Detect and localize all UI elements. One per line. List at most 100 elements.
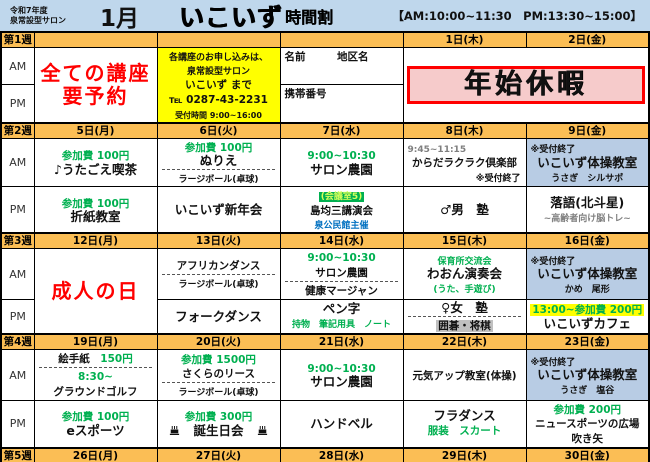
schedule-line: 服装 スカート — [405, 423, 525, 438]
text-segment: フォークダンス — [175, 308, 262, 324]
schedule-line: うさぎ シルサポ — [528, 170, 648, 184]
schedule-line: 9:00~10:30 — [282, 250, 402, 265]
text-segment: 参加費 300円 — [184, 410, 253, 423]
text-segment: いこいずカフェ — [543, 315, 631, 331]
am-row-label: AM — [0, 46, 35, 86]
schedule-line: ♀女 塾 — [405, 300, 525, 315]
cell-content: ペン字 持物 筆記用具 ノート — [281, 300, 403, 334]
schedule-line: 島均三講演会 — [282, 203, 402, 218]
week-label: 第3週 — [0, 232, 35, 250]
schedule-line: 8:30~ — [36, 369, 156, 384]
cell-content: 全ての講座 要予約 — [35, 48, 157, 122]
text-segment: 9:45~11:15 — [407, 145, 467, 156]
schedule-line: 折紙教室 — [36, 210, 156, 224]
timetable-grid: 第1週 1日(木) 2日(金) AM 全ての講座 要予約 各講座のお申し込みは、 泉常設型サロ… — [0, 31, 650, 462]
schedule-line: 携帯番号 — [282, 86, 402, 101]
text-segment: 参加費 200円 — [553, 403, 622, 416]
timetable-body: 第1週 1日(木) 2日(金) AM 全ての講座 要予約 各講座のお申し込みは、 泉常設型サロ… — [0, 31, 650, 462]
text-segment: ℡ 0287-43-2231 — [169, 93, 268, 106]
header-left: 令和7年度 泉常設型サロン — [10, 6, 66, 26]
hours-label: 【AM:10:00~11:30 PM:13:30~15:00】 — [392, 8, 642, 23]
text-segment: 島均三講演会 — [310, 204, 373, 217]
schedule-line: 参加費 100円 — [36, 148, 156, 163]
schedule-line: (うた、手遊び) — [405, 281, 525, 295]
week-label: 第1週 — [0, 31, 35, 48]
schedule-cell: (会議室5) 島均三講演会 泉公民館主催 — [279, 186, 404, 234]
pm-row-label: PM — [0, 399, 35, 449]
schedule-line: (会議室5) — [282, 188, 402, 203]
date-cell: 2日(金) — [525, 31, 650, 48]
date-cell: 15日(木) — [402, 232, 527, 250]
schedule-line: ラージボール(卓球) — [159, 384, 279, 398]
am-row-label: AM — [0, 349, 35, 401]
date-cell: 6日(火) — [156, 121, 281, 139]
schedule-cell: 参加費 100円 折紙教室 — [33, 186, 158, 234]
text-segment: アフリカンダンス — [176, 260, 261, 273]
text-segment: ハンドベル — [310, 415, 373, 431]
dashed-divider — [162, 382, 275, 384]
pm-row-label: PM — [0, 186, 35, 234]
schedule-cell: 参加費 100円 eスポーツ — [33, 399, 158, 449]
schedule-line: アフリカンダンス — [159, 258, 279, 273]
schedule-line: いこいず体操教室 — [528, 368, 648, 382]
dashed-divider — [285, 280, 398, 282]
cell-content: フラダンス 服装 スカート — [404, 401, 526, 447]
text-segment: 携帯番号 — [284, 88, 327, 101]
cell-content: 参加費 100円 折紙教室 — [35, 187, 157, 232]
cell-content: ハンドベル — [281, 401, 403, 447]
schedule-line: 成人の日 — [36, 280, 156, 302]
text-segment: ラージボール(卓球) — [178, 388, 259, 399]
month-label: 1月 — [100, 5, 140, 32]
schedule-line: 9:00~10:30 — [282, 148, 402, 163]
schedule-line: さくらのリース — [159, 366, 279, 381]
cell-content: 各講座のお申し込みは、 泉常設型サロン いこいず まで ℡ 0287-43-2231 受… — [157, 48, 280, 122]
week-label: 第5週 — [0, 446, 35, 462]
text-segment: 9:00~10:30 — [307, 150, 376, 163]
text-segment: わおん演奏会 — [426, 266, 502, 282]
cell-content: 9:00~10:30 サロン農園 — [281, 350, 403, 399]
schedule-cell: ※受付終了 いこいず体操教室 うさぎ シルサポ — [525, 137, 650, 188]
schedule-cell: 保育所交流会 わおん演奏会 (うた、手遊び) — [402, 248, 527, 300]
title-suffix: 時間割 — [285, 7, 334, 27]
schedule-cell: ハンドベル — [279, 399, 404, 449]
schedule-line: サロン農園 — [282, 265, 402, 280]
text-segment: サロン農園 — [315, 267, 368, 280]
schedule-line: 参加費 1500円 — [159, 352, 279, 367]
text-segment: 8:30~ — [78, 371, 113, 384]
schedule-cell: 名前 地区名 — [279, 46, 404, 86]
text-segment: 健康マージャン — [305, 284, 378, 297]
text-segment: 名前 地区名 — [284, 51, 369, 63]
schedule-line: 泉公民館主催 — [282, 217, 402, 231]
text-segment: 年始休暇 — [463, 68, 588, 100]
date-cell: 7日(水) — [279, 121, 404, 139]
schedule-line: 泉常設型サロン — [159, 63, 279, 77]
schedule-line: 全ての講座 — [36, 62, 156, 84]
salon-type-label: 泉常設型サロン — [10, 15, 66, 25]
text-segment: ※受付終了 — [530, 357, 576, 368]
schedule-line: ~高齢者向け脳トレ~ — [528, 210, 648, 224]
week-label: 第2週 — [0, 121, 35, 139]
date-cell: 22日(木) — [402, 333, 527, 351]
schedule-cell: 携帯番号 — [279, 84, 404, 124]
schedule-cell: ペン字 持物 筆記用具 ノート — [279, 298, 404, 335]
text-segment: さくらのリース — [182, 368, 255, 381]
schedule-cell: 参加費 100円 ♪うたごえ喫茶 — [33, 137, 158, 188]
text-segment: 参加費 100円 — [61, 411, 130, 424]
cell-content: ※受付終了 いこいず体操教室 うさぎ シルサポ — [526, 138, 648, 187]
text-segment: フラダンス — [433, 408, 496, 424]
date-cell: 16日(金) — [525, 232, 650, 250]
text-segment: かめ 尾形 — [564, 285, 610, 296]
date-cell: 19日(月) — [33, 333, 158, 351]
schedule-cell: ※受付終了 いこいず体操教室 かめ 尾形 — [525, 248, 650, 300]
schedule-line: わおん演奏会 — [405, 267, 525, 281]
text-segment: いこいず体操教室 — [537, 266, 638, 282]
schedule-line: ラージボール(卓球) — [159, 171, 279, 185]
schedule-line: 各講座のお申し込みは、 — [159, 49, 279, 63]
schedule-line: ペン字 — [282, 302, 402, 316]
schedule-line: ♂男 塾 — [405, 202, 525, 217]
cell-content: 参加費 100円 ♪うたごえ喫茶 — [35, 139, 157, 187]
schedule-cell: 元気アップ教室(体操) — [402, 349, 527, 401]
date-cell: 20日(火) — [156, 333, 281, 351]
schedule-line: ♪うたごえ喫茶 — [36, 162, 156, 177]
cell-content: ♂男 塾 — [404, 187, 526, 232]
